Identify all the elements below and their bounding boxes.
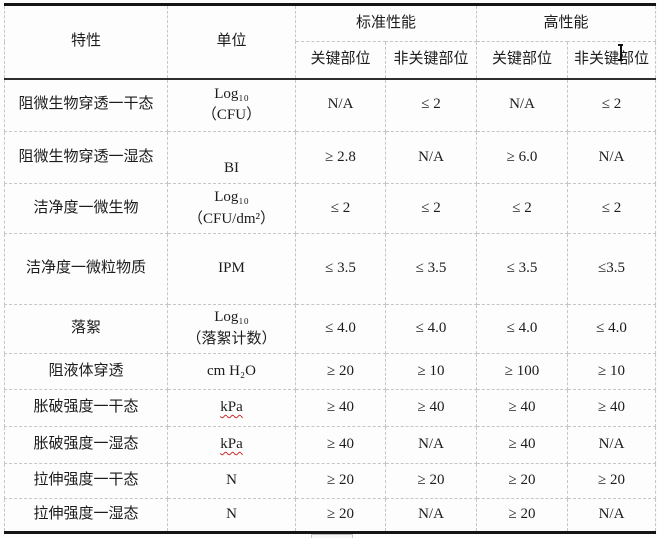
cell-std-critical: N/A xyxy=(295,78,386,132)
cell-std-noncritical: N/A xyxy=(384,498,478,533)
cell-std-noncritical: ≤ 3.5 xyxy=(384,233,478,305)
cell-high-noncritical: ≤ 4.0 xyxy=(567,304,657,354)
cell-high-critical: ≥ 6.0 xyxy=(476,131,569,184)
table-row: 洁净度一微粒物质 IPM ≤ 3.5 ≤ 3.5 ≤ 3.5 ≤3.5 xyxy=(4,233,657,305)
header-unit: 单位 xyxy=(167,4,296,80)
cell-unit: kPa xyxy=(167,426,296,464)
cell-std-noncritical: ≥ 40 xyxy=(384,389,478,427)
cell-high-critical: ≥ 40 xyxy=(476,426,569,464)
cell-feature: 阻微生物穿透一湿态 xyxy=(4,131,168,184)
cell-high-critical: ≥ 20 xyxy=(476,498,569,533)
cell-high-noncritical: ≤ 2 xyxy=(567,183,657,234)
table-row: 阻微生物穿透一湿态 BI ≥ 2.8 N/A ≥ 6.0 N/A xyxy=(4,131,657,184)
cell-high-noncritical: N/A xyxy=(567,498,657,533)
cell-unit: Log₁₀ （落絮计数） xyxy=(167,304,296,354)
cell-high-critical: ≥ 40 xyxy=(476,389,569,427)
ibeam-cap-bottom xyxy=(618,59,623,61)
cell-std-critical: ≤ 2 xyxy=(295,183,386,234)
cell-feature: 阻微生物穿透一干态 xyxy=(4,78,168,132)
cell-high-noncritical: ≤3.5 xyxy=(567,233,657,305)
cell-high-critical: N/A xyxy=(476,78,569,132)
cell-high-noncritical: N/A xyxy=(567,426,657,464)
table-row: 拉伸强度一干态 N ≥ 20 ≥ 20 ≥ 20 ≥ 20 xyxy=(4,463,657,499)
cell-std-noncritical: N/A xyxy=(384,131,478,184)
cell-unit: Log₁₀ （CFU） xyxy=(167,78,296,132)
performance-table: 特性 单位 标准性能 高性能 关键部位 非关键部位 关键部位 非关键部位 阻微生… xyxy=(4,3,657,534)
header-high-performance: 高性能 xyxy=(476,4,657,42)
cell-std-noncritical: ≥ 20 xyxy=(384,463,478,499)
partial-ui-fragment xyxy=(311,534,353,538)
table-row: 拉伸强度一湿态 N ≥ 20 N/A ≥ 20 N/A xyxy=(4,498,657,533)
cell-std-critical: ≥ 2.8 xyxy=(295,131,386,184)
cell-std-noncritical: ≥ 10 xyxy=(384,353,478,390)
cell-std-noncritical: ≤ 4.0 xyxy=(384,304,478,354)
cell-high-noncritical: ≥ 40 xyxy=(567,389,657,427)
ibeam-stem xyxy=(620,45,622,60)
cell-feature: 洁净度一微生物 xyxy=(4,183,168,234)
header-row-groups: 特性 单位 标准性能 高性能 xyxy=(4,4,657,80)
cell-std-noncritical: ≤ 2 xyxy=(384,78,478,132)
cell-high-noncritical: N/A xyxy=(567,131,657,184)
table-row: 胀破强度一湿态 kPa ≥ 40 N/A ≥ 40 N/A xyxy=(4,426,657,464)
cell-high-critical: ≥ 20 xyxy=(476,463,569,499)
table-row: 洁净度一微生物 Log₁₀ （CFU/dm²） ≤ 2 ≤ 2 ≤ 2 ≤ 2 xyxy=(4,183,657,234)
cell-std-noncritical: ≤ 2 xyxy=(384,183,478,234)
cell-high-noncritical: ≤ 2 xyxy=(567,78,657,132)
cell-unit: N xyxy=(167,463,296,499)
cell-unit: kPa xyxy=(167,389,296,427)
cell-feature: 洁净度一微粒物质 xyxy=(4,233,168,305)
cell-feature: 阻液体穿透 xyxy=(4,353,168,390)
cell-feature: 拉伸强度一干态 xyxy=(4,463,168,499)
header-feature: 特性 xyxy=(4,4,168,80)
header-std-noncritical: 非关键部位 xyxy=(384,41,478,80)
header-std-critical: 关键部位 xyxy=(295,41,386,80)
text-ibeam-cursor-icon xyxy=(617,44,624,61)
cell-feature: 胀破强度一干态 xyxy=(4,389,168,427)
table-row: 阻液体穿透 cm H₂O ≥ 20 ≥ 10 ≥ 100 ≥ 10 xyxy=(4,353,657,390)
cell-unit: BI xyxy=(167,131,296,184)
cell-high-critical: ≤ 2 xyxy=(476,183,569,234)
cell-high-noncritical: ≥ 20 xyxy=(567,463,657,499)
cell-std-critical: ≥ 20 xyxy=(295,463,386,499)
cell-feature: 胀破强度一湿态 xyxy=(4,426,168,464)
cell-std-noncritical: N/A xyxy=(384,426,478,464)
cell-unit: cm H₂O xyxy=(167,353,296,390)
cell-unit: Log₁₀ （CFU/dm²） xyxy=(167,183,296,234)
table-row: 胀破强度一干态 kPa ≥ 40 ≥ 40 ≥ 40 ≥ 40 xyxy=(4,389,657,427)
cell-std-critical: ≥ 40 xyxy=(295,389,386,427)
cell-std-critical: ≤ 3.5 xyxy=(295,233,386,305)
cell-high-noncritical: ≥ 10 xyxy=(567,353,657,390)
header-row-sub: 关键部位 非关键部位 关键部位 非关键部位 xyxy=(5,41,657,80)
cell-std-critical: ≤ 4.0 xyxy=(295,304,386,354)
cell-std-critical: ≥ 20 xyxy=(295,353,386,390)
cell-high-critical: ≤ 4.0 xyxy=(476,304,569,354)
header-standard-performance: 标准性能 xyxy=(294,4,478,42)
cell-feature: 拉伸强度一湿态 xyxy=(4,498,168,533)
header-high-critical: 关键部位 xyxy=(476,41,569,80)
cell-unit: IPM xyxy=(167,233,296,305)
table-row: 阻微生物穿透一干态 Log₁₀ （CFU） N/A ≤ 2 N/A ≤ 2 xyxy=(4,78,657,132)
cell-high-critical: ≥ 100 xyxy=(476,353,569,390)
cell-unit: N xyxy=(167,498,296,533)
cell-high-critical: ≤ 3.5 xyxy=(476,233,569,305)
header-high-noncritical: 非关键部位 xyxy=(567,41,657,80)
cell-std-critical: ≥ 40 xyxy=(295,426,386,464)
table-row: 落絮 Log₁₀ （落絮计数） ≤ 4.0 ≤ 4.0 ≤ 4.0 ≤ 4.0 xyxy=(4,304,657,354)
cell-std-critical: ≥ 20 xyxy=(295,498,386,533)
cell-feature: 落絮 xyxy=(4,304,168,354)
